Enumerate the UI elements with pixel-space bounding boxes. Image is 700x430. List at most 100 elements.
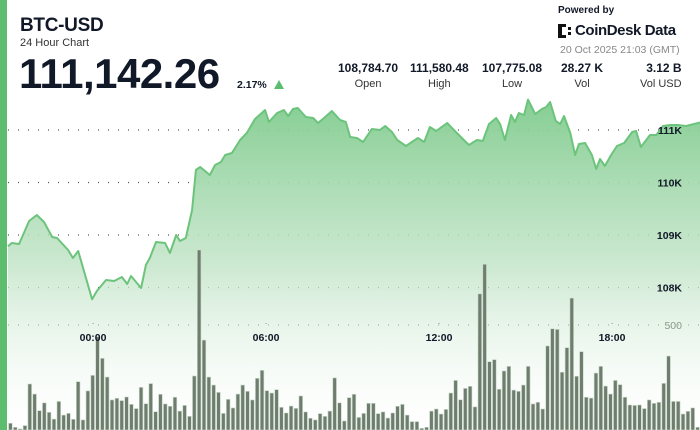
volume-bar [588,397,594,430]
x-tick-label: 18:00 [599,332,626,344]
y-tick-label: 109K [657,230,683,242]
volume-bar [274,389,279,430]
volume-bar [114,397,120,430]
volume-bar [288,405,294,430]
volume-bar [487,361,492,430]
accent-bar [0,0,7,430]
y-tick-label: 110K [657,177,682,189]
volume-bar [255,378,260,430]
volume-bar [414,421,420,430]
timestamp: 20 Oct 2025 21:03 (GMT) [560,44,680,56]
volume-bar [438,413,444,430]
volume-bar [376,413,381,430]
stat-high: 111,580.48 High [410,61,469,90]
y-tick-label: 108K [657,282,683,294]
volume-bar [448,392,453,430]
volume-bar [613,380,618,430]
volume-bar [342,420,347,430]
volume-bar [463,388,468,430]
volume-bar [468,386,473,430]
volume-bar [172,396,178,430]
volume-bar [603,385,608,430]
volume-bar [622,396,628,430]
volume-bar [656,401,661,430]
volume-bar [327,410,332,430]
volume-bar [569,297,574,430]
volume-bar [695,426,700,430]
volume-bar [661,383,666,430]
volume-bar [85,390,90,430]
volume-bar [347,397,352,430]
volume-bar [516,391,521,430]
volume-bar [293,408,299,430]
volume-bar [197,249,202,430]
coindesk-logo-icon [558,23,571,38]
volume-bar [32,393,37,430]
volume-bar [71,418,76,430]
volume-bar [206,376,211,430]
volume-bar [690,407,695,430]
powered-by: Powered by [558,5,615,16]
volume-bar [264,390,270,430]
volume-bar [187,416,192,430]
volume-bar [332,377,337,430]
volume-bar [22,425,28,430]
volume-bar [434,408,439,430]
volume-bar [8,422,13,430]
volume-bar [380,411,386,430]
volume-bar [526,366,531,430]
volume-bar [158,393,163,430]
volume-bar [90,375,95,430]
volume-bar [167,405,173,430]
volume-bar [685,411,691,430]
volume-bar [530,403,536,430]
volume-bar [555,329,560,430]
volume-bar [366,403,371,430]
volume-bar [443,409,449,430]
volume-bar [584,396,589,430]
volume-bar [579,351,584,430]
volume-bar [545,345,550,430]
volume-bar [308,417,313,430]
volume-bar [303,411,308,430]
volume-bar [559,371,565,430]
volume-bar [279,407,284,430]
volume-bar [506,366,511,430]
volume-bar [482,263,487,430]
volume-bar [497,388,502,430]
volume-bar [598,366,603,430]
volume-bar [477,293,482,430]
volume-bar [371,403,376,430]
volume-bar [550,328,555,430]
volume-bar [632,405,637,430]
volume-bar [637,404,642,430]
volume-bar [129,404,134,430]
volume-bar [17,428,23,430]
volume-bar [37,410,42,430]
volume-bar [627,404,632,430]
stat-low: 107,775.08 Low [482,61,543,90]
volume-bar [56,401,61,430]
volume-bar [593,372,599,430]
volume-bar [66,413,71,430]
volume-bar [313,419,318,430]
volume-bar [400,404,405,430]
volume-bar [163,403,168,430]
volume-bar [574,375,579,430]
volume-tick-label: 500 [664,320,682,332]
volume-bar [671,401,676,430]
chart-subtitle: 24 Hour Chart [20,37,90,49]
volume-bar [221,413,226,430]
volume-bar [642,408,647,430]
y-tick-label: 111K [658,125,682,137]
volume-bar [230,407,236,430]
x-tick-label: 12:00 [426,332,453,344]
stat-vol: 28.27 K Vol [561,61,604,90]
volume-bar [501,370,507,430]
volume-bar [80,419,86,430]
volume-bar [284,412,289,430]
volume-bar [492,359,497,430]
volume-bar [105,376,110,430]
volume-bars [8,249,700,430]
